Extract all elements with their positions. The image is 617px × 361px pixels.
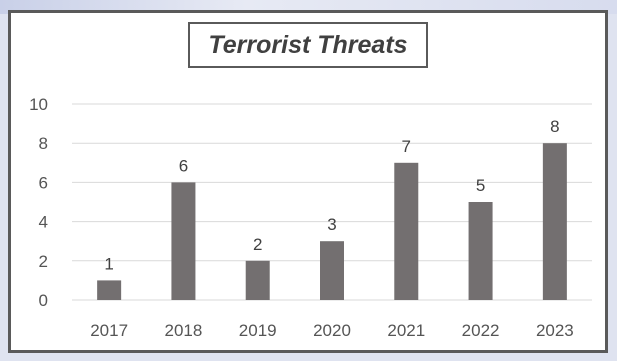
chart-title: Terrorist Threats (208, 30, 408, 59)
x-tick-label: 2022 (462, 321, 500, 340)
bar (542, 143, 567, 300)
x-tick-label: 2020 (313, 321, 351, 340)
x-tick-label: 2017 (90, 321, 128, 340)
y-tick-label: 10 (29, 95, 48, 114)
y-tick-label: 8 (39, 134, 48, 153)
y-tick-label: 0 (39, 291, 48, 310)
x-tick-label: 2021 (387, 321, 425, 340)
data-label: 1 (104, 254, 113, 273)
data-label: 6 (179, 156, 188, 175)
bar (320, 241, 344, 300)
bar (394, 162, 419, 300)
data-label: 3 (327, 215, 336, 234)
x-tick-label: 2019 (239, 321, 277, 340)
y-tick-label: 6 (39, 173, 48, 192)
data-label: 8 (550, 117, 559, 136)
data-label: 2 (253, 235, 262, 254)
bar (171, 182, 196, 300)
data-label: 7 (402, 137, 411, 156)
x-tick-label: 2018 (165, 321, 203, 340)
y-tick-label: 4 (39, 213, 48, 232)
y-tick-label: 2 (39, 252, 48, 271)
chart-title-box: Terrorist Threats (188, 22, 428, 68)
bar (245, 260, 270, 300)
data-label: 5 (476, 176, 485, 195)
x-tick-label: 2023 (536, 321, 574, 340)
bar (97, 280, 122, 300)
bar (468, 202, 493, 300)
